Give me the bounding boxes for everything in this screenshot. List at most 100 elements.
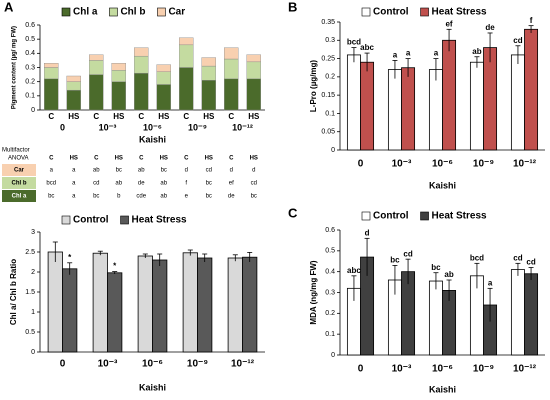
panel-label: A [4,0,14,14]
bar [428,69,443,151]
x-tick-label: 0 [358,159,364,170]
x-tick-label: HS [158,112,170,121]
y-tick-label: 0.3 [25,64,35,71]
x-tick-label: 10⁻¹² [513,364,537,375]
x-tick-label: HS [68,112,80,121]
significance-label: f [530,16,533,25]
x-tick-label: C [48,112,54,121]
y-tick-label: 3 [31,229,35,236]
table-cell: cd [206,168,212,174]
significance-label: bc [390,256,400,265]
bar [510,269,525,356]
group-label: 10⁻⁶ [143,122,162,132]
table-cell: ef [229,181,234,187]
significance-label: ab [444,270,453,279]
x-tick-label: HS [113,112,125,121]
table-header: HS [115,156,123,162]
group-label: 10⁻³ [99,122,117,132]
group-label: 10⁻⁹ [188,122,207,132]
table-cell: d [252,168,255,174]
table-title: ANOVA [8,156,29,162]
y-tick-label: 0.6 [25,22,35,29]
table-cell: a [72,194,76,200]
x-tick-label: HS [248,112,260,121]
bar [346,54,361,151]
y-tick-label: 0.5 [25,36,35,43]
significance-label: abc [360,43,374,52]
significance-label: cd [403,249,412,258]
row-header: Car [14,168,25,174]
x-tick-label: C [183,112,189,121]
y-tick-label: 0.4 [325,269,335,276]
legend-label: Chl a [73,7,98,18]
row-header-cell [2,190,36,202]
bar-segment [201,65,216,81]
x-tick-label: 10⁻³ [392,364,412,375]
table-title: Multifactor [2,148,30,154]
table-cell: d [185,168,188,174]
legend-swatch [361,7,371,17]
y-tick-label: 2 [31,269,35,276]
x-tick-label: HS [203,112,215,121]
y-tick-label: 0.3 [325,37,335,44]
y-tick-label: 0 [331,147,335,154]
y-tick-label: 1 [31,309,35,316]
row-header-cell [2,164,36,176]
table-header: HS [250,156,258,162]
bar [469,61,484,151]
y-tick-label: 2.5 [25,249,35,256]
y-tick-label: 0.1 [25,93,35,100]
x-axis-title: Kaishi [139,134,166,144]
y-tick-label: 0.2 [325,310,335,317]
y-tick-label: 0.2 [325,74,335,81]
table-cell: a [72,168,76,174]
bar-segment [134,55,149,74]
bar-segment [156,64,171,72]
table-header: C [94,156,99,162]
table-cell: a [72,181,76,187]
group-label: 10⁻¹² [232,122,253,132]
bar-segment [156,84,171,111]
significance-label: * [113,262,117,271]
x-axis-title: Kaishi [429,384,456,394]
table-cell: bc [93,194,99,200]
legend-swatch [420,211,429,221]
x-tick-label: 10⁻⁹ [473,159,494,170]
bar-segment [179,37,194,46]
bar [510,54,525,151]
bar-segment [111,63,126,71]
legend-swatch [120,215,129,225]
legend-swatch [361,211,371,221]
legend-label: Heat Stress [432,7,487,18]
y-tick-label: 0.05 [321,129,335,136]
x-tick-label: 10⁻⁹ [187,359,208,370]
legend-swatch [420,7,429,17]
x-axis-title: Kaishi [139,382,166,392]
x-tick-label: 10⁻⁶ [432,159,453,170]
y-tick-label: 0 [31,349,35,356]
y-tick-label: 0.1 [325,331,335,338]
table-header: HS [160,156,168,162]
bar-segment [89,60,104,75]
table-cell: b [117,194,121,200]
table-cell: bc [116,168,122,174]
significance-label: ab [472,47,481,56]
table-cell: bc [251,194,257,200]
bar [137,255,153,353]
table-cell: ab [160,181,167,187]
significance-label: bcd [470,253,484,262]
bar-segment [134,47,149,57]
legend-label: Control [373,7,409,18]
table-header: C [184,156,189,162]
bar [92,252,108,353]
bar [152,259,168,353]
y-axis-title: L-Pro (µg/mg) [309,60,318,112]
y-tick-label: 0.25 [321,55,335,62]
panel-label: C [288,205,298,220]
significance-label: a [406,49,411,58]
y-axis-title: MDA (ng/mg FW) [309,260,318,324]
bar [182,252,198,353]
bar [360,61,375,151]
bar-segment [134,72,149,111]
legend-label: Heat Stress [132,215,187,226]
